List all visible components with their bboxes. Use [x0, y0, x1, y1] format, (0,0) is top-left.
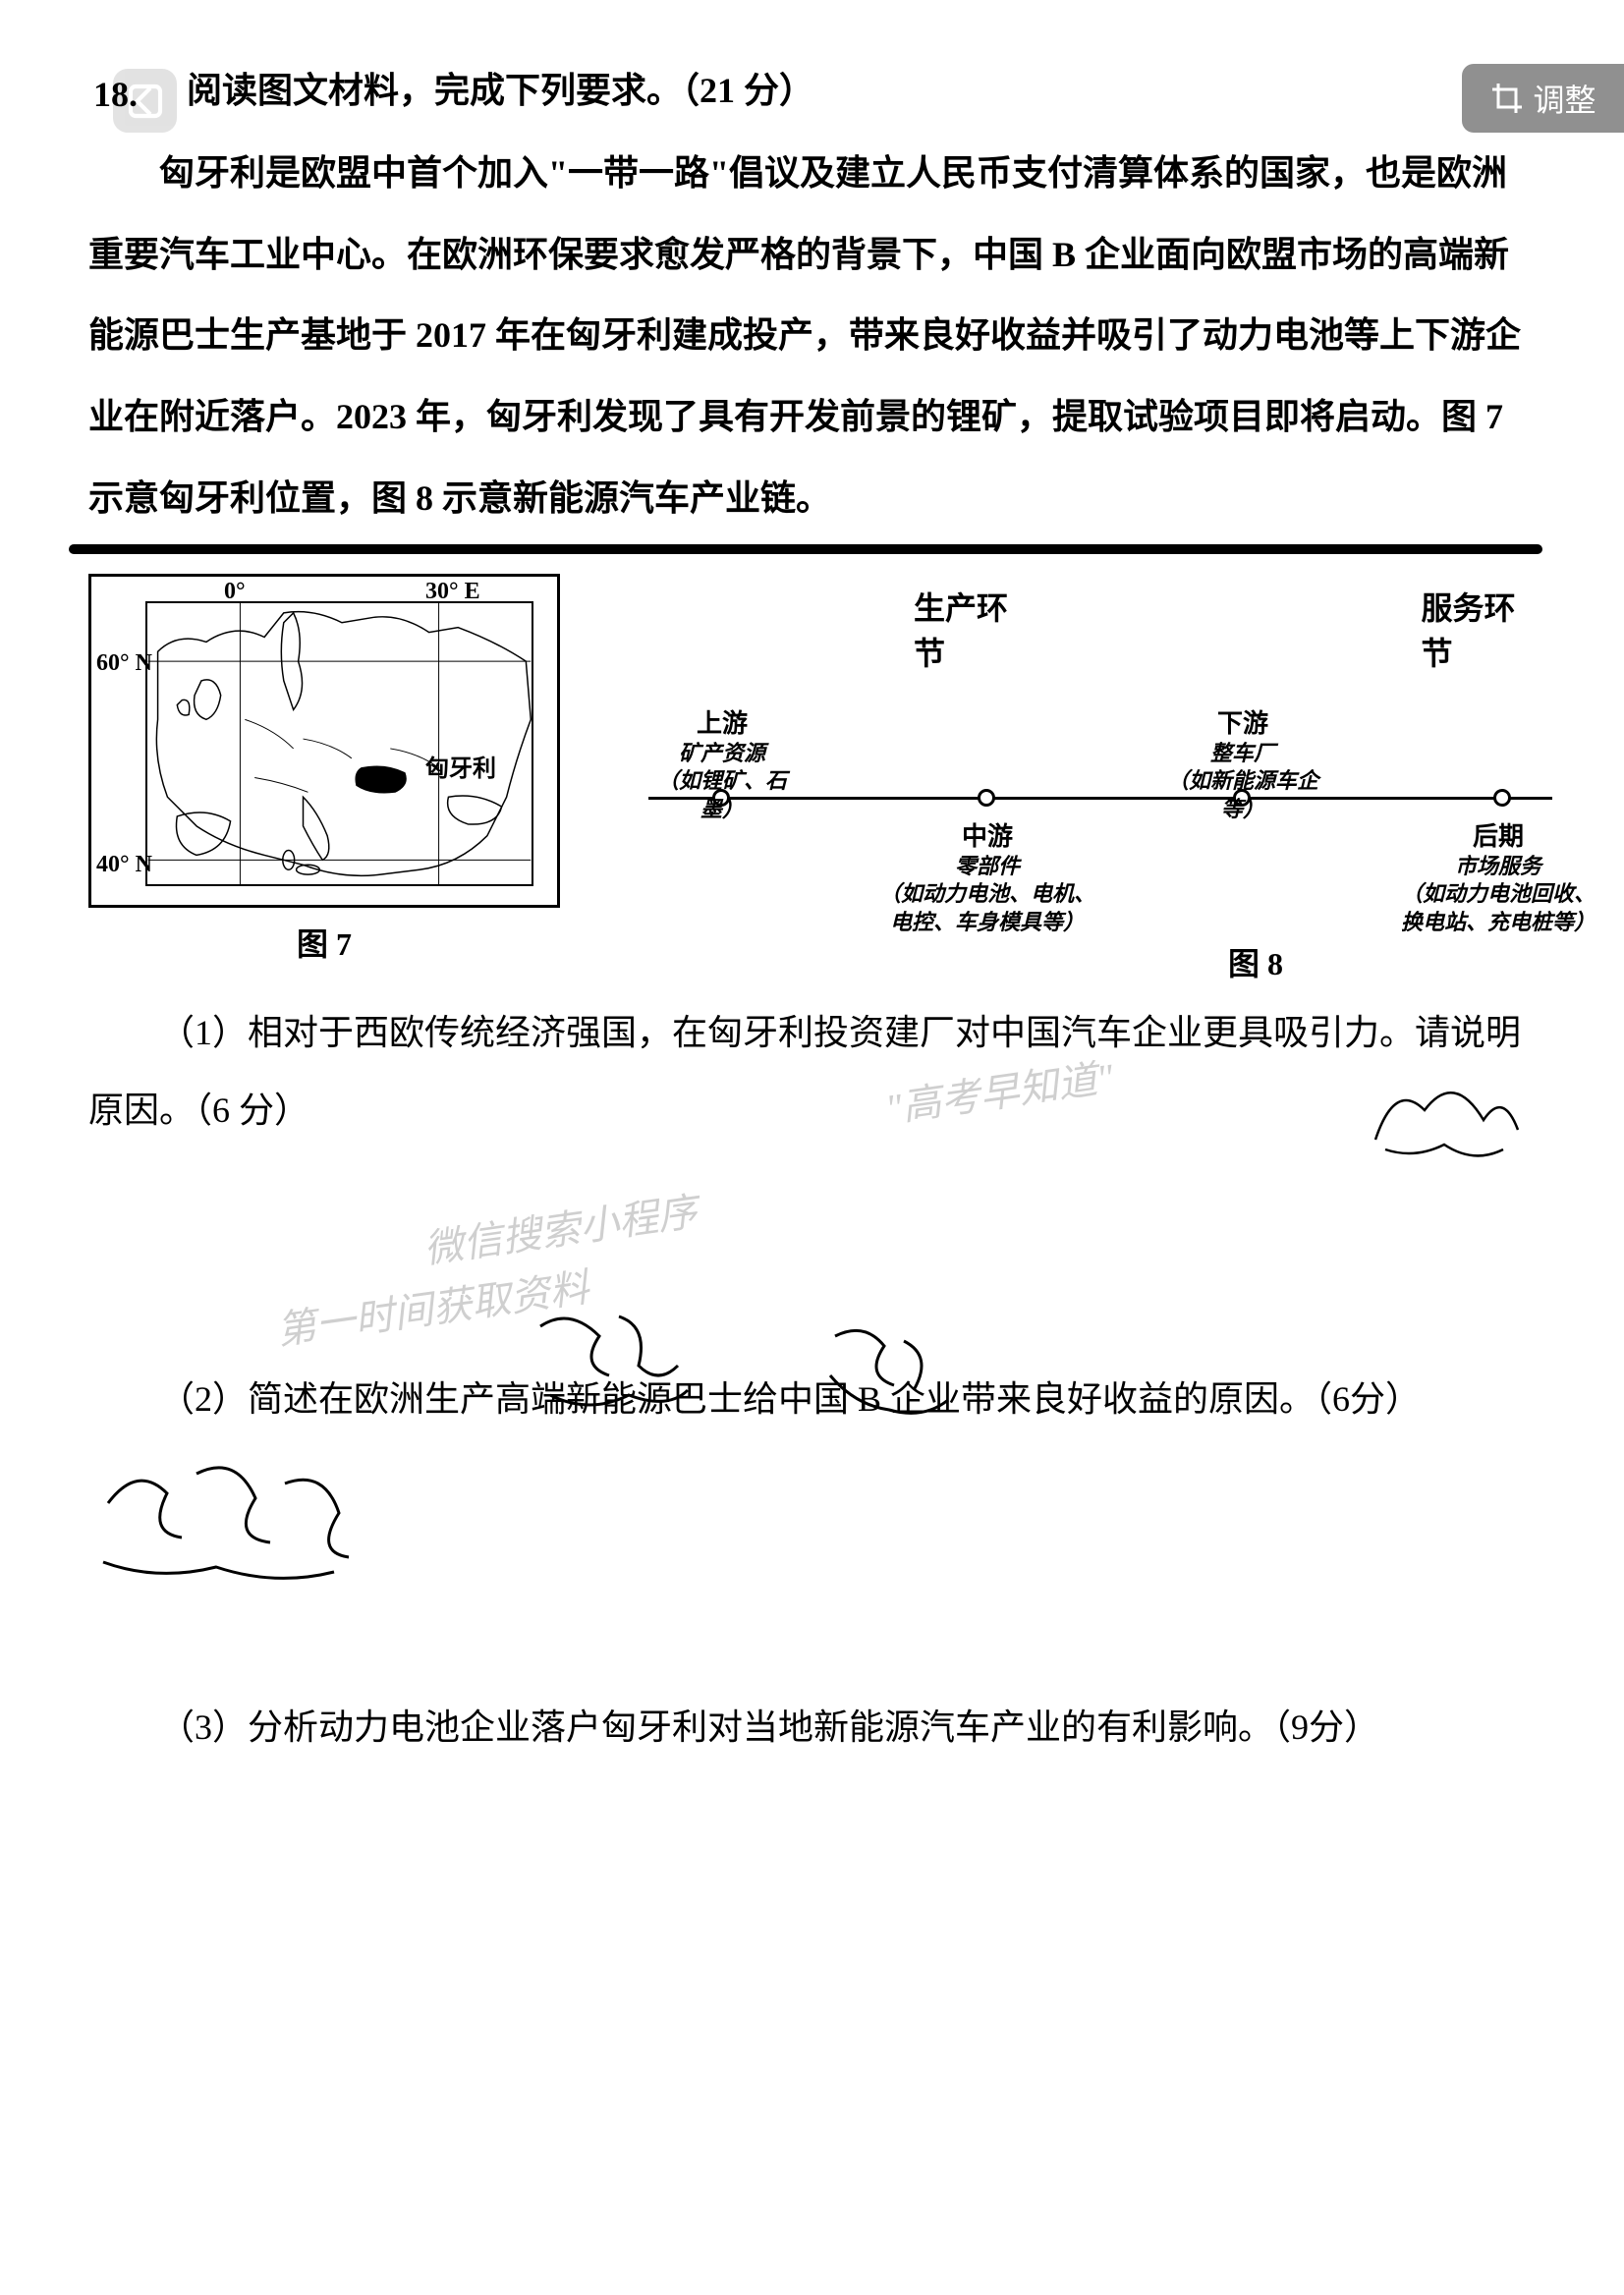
service-sub3: 换电站、充电桩等） [1395, 909, 1601, 937]
downstream-title: 下游 [1159, 703, 1326, 740]
service-label: 后期 市场服务 （如动力电池回收、 换电站、充电桩等） [1395, 816, 1601, 937]
chain-node-midstream [978, 789, 995, 807]
midstream-sub1: 零部件 [879, 853, 1095, 881]
question-number: 18. [93, 74, 138, 115]
downstream-label: 下游 整车厂 （如新能源车企等） [1159, 703, 1326, 824]
upstream-sub2: （如锂矿、石墨） [648, 767, 796, 823]
downstream-sub1: 整车厂 [1159, 740, 1326, 768]
figure-7: 60° N 40° N 0° 30° E [88, 574, 560, 965]
production-header: 生产环节 [914, 584, 1029, 674]
downstream-sub2: （如新能源车企等） [1159, 767, 1326, 823]
sub-question-3: （3）分析动力电池企业落户匈牙利对当地新能源汽车产业的有利影响。（9分） [88, 1689, 1536, 1766]
question-header: 阅读图文材料，完成下列要求。（21 分） [187, 59, 1536, 123]
crop-icon [1489, 81, 1525, 116]
question-body: 匈牙利是欧盟中首个加入"一带一路"倡议及建立人民币支付清算体系的国家，也是欧洲重… [88, 133, 1536, 539]
figure-7-caption: 图 7 [88, 920, 560, 965]
adjust-label: 调整 [1533, 76, 1596, 121]
midstream-sub2: （如动力电池、电机、 [879, 880, 1095, 909]
europe-map [147, 603, 532, 884]
midstream-title: 中游 [879, 816, 1095, 853]
latitude-40: 40° N [96, 852, 152, 878]
figures-container: 60° N 40° N 0° 30° E [88, 574, 1536, 984]
underline-divider [69, 544, 1542, 554]
country-label-hungary: 匈牙利 [425, 749, 496, 783]
upstream-label: 上游 矿产资源 （如锂矿、石墨） [648, 703, 796, 824]
service-sub1: 市场服务 [1395, 853, 1601, 881]
map-inner-frame [145, 601, 533, 886]
chain-header: 生产环节 服务环节 [639, 584, 1536, 674]
adjust-button[interactable]: 调整 [1462, 64, 1624, 133]
figure-8-caption: 图 8 [1228, 939, 1283, 984]
service-title: 后期 [1395, 816, 1601, 853]
service-header: 服务环节 [1422, 584, 1537, 674]
chain-node-service [1493, 789, 1511, 807]
upstream-title: 上游 [648, 703, 796, 740]
sub-question-1: （1）相对于西欧传统经济强国，在匈牙利投资建厂对中国汽车企业更具吸引力。请说明原… [88, 994, 1536, 1149]
sub-question-2: （2）简述在欧洲生产高端新能源巴士给中国 B 企业带来良好收益的原因。（6分） [88, 1361, 1536, 1438]
figure-8: 生产环节 服务环节 上游 矿产资源 （如锂矿、石墨） 下游 整车厂 （如新能源车… [639, 574, 1536, 984]
service-sub2: （如动力电池回收、 [1395, 880, 1601, 909]
map-frame: 60° N 40° N 0° 30° E [88, 574, 560, 908]
upstream-sub1: 矿产资源 [648, 740, 796, 768]
midstream-sub3: 电控、车身模具等） [879, 909, 1095, 937]
latitude-60: 60° N [96, 650, 152, 677]
chain-diagram: 上游 矿产资源 （如锂矿、石墨） 下游 整车厂 （如新能源车企等） 中游 零部件… [639, 703, 1536, 929]
midstream-label: 中游 零部件 （如动力电池、电机、 电控、车身模具等） [879, 816, 1095, 937]
